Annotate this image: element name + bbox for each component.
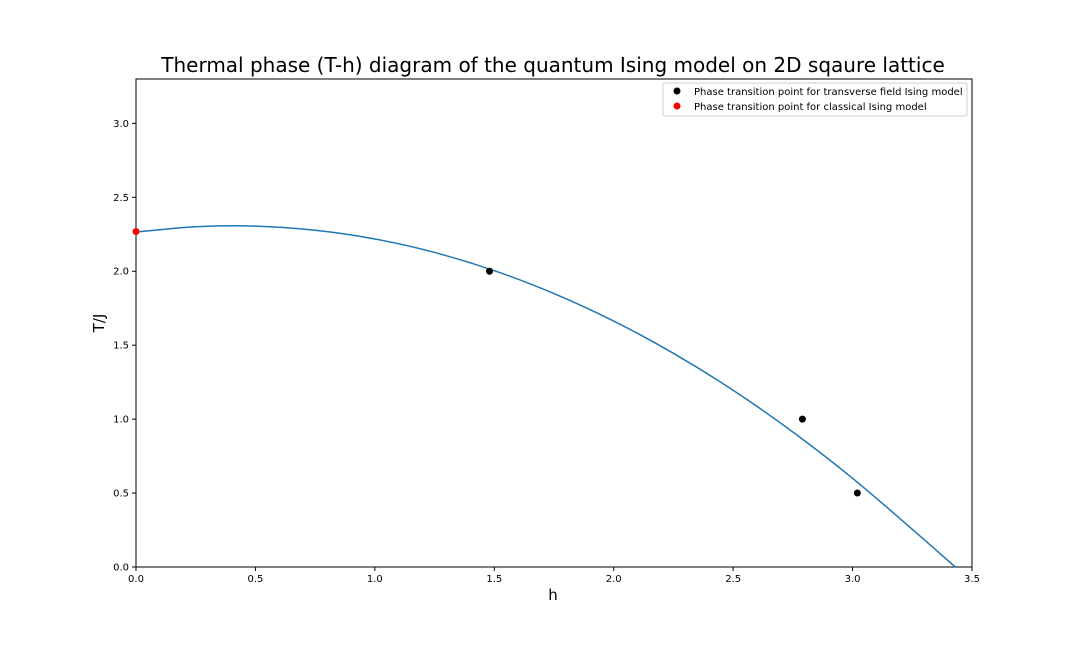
x-tick-label: 0.5 <box>247 574 263 585</box>
x-axis-ticks: 0.0 0.5 1.0 1.5 2.0 2.5 3.0 3.5 <box>128 567 980 585</box>
transverse-field-point <box>798 415 806 423</box>
y-tick-label: 1.5 <box>113 341 129 352</box>
plot-frame <box>135 78 973 568</box>
transverse-field-point <box>486 267 494 275</box>
x-tick-label: 1.5 <box>486 574 502 585</box>
fit-curve-line <box>135 225 956 568</box>
legend-box <box>662 82 968 117</box>
classical-point <box>132 227 140 235</box>
plot-area: 0.0 0.5 1.0 1.5 2.0 2.5 3.0 3.5 0.0 0.5 1.0 1.5 2.0… <box>113 78 980 585</box>
y-axis-ticks: 0.0 0.5 1.0 1.5 2.0 2.5 3.0 <box>113 119 136 574</box>
data-points <box>132 227 861 497</box>
x-tick-label: 3.5 <box>964 574 980 585</box>
legend-marker-classical <box>673 102 681 110</box>
legend: Phase transition point for transverse fi… <box>662 82 968 117</box>
y-axis-label: T/J <box>90 314 108 334</box>
chart-title: Thermal phase (T-h) diagram of the quant… <box>160 53 945 77</box>
x-tick-label: 0.0 <box>128 574 144 585</box>
y-tick-label: 3.0 <box>113 119 129 130</box>
y-tick-label: 0.5 <box>113 489 129 500</box>
y-tick-label: 1.0 <box>113 415 129 426</box>
y-tick-label: 0.0 <box>113 563 129 574</box>
x-tick-label: 3.0 <box>845 574 861 585</box>
x-axis-label: h <box>548 586 558 604</box>
y-tick-label: 2.5 <box>113 193 129 204</box>
legend-label-transverse-field: Phase transition point for transverse fi… <box>694 87 963 98</box>
x-tick-label: 1.0 <box>367 574 383 585</box>
y-tick-label: 2.0 <box>113 267 129 278</box>
x-tick-label: 2.5 <box>725 574 741 585</box>
legend-marker-transverse-field <box>673 87 681 95</box>
transverse-field-point <box>853 489 861 497</box>
legend-label-classical: Phase transition point for classical Isi… <box>694 102 927 113</box>
x-tick-label: 2.0 <box>606 574 622 585</box>
